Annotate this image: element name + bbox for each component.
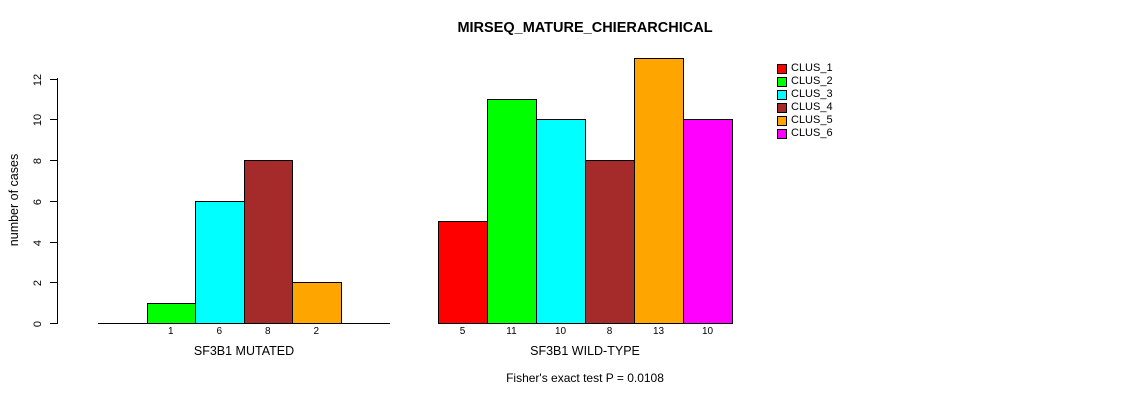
x-axis-title-mutated: SF3B1 MUTATED xyxy=(193,344,295,358)
y-tick-mark xyxy=(50,282,57,283)
legend-item-label: CLUS_1 xyxy=(791,62,833,74)
bar-clus_3 xyxy=(195,200,245,324)
legend-item: CLUS_6 xyxy=(777,127,833,140)
legend-item: CLUS_4 xyxy=(777,101,833,114)
legend-item-label: CLUS_6 xyxy=(791,127,833,139)
bar-clus_4 xyxy=(243,160,293,324)
legend-color-swatch-clus_5 xyxy=(777,115,787,126)
footnote-fisher-test: Fisher's exact test P = 0.0108 xyxy=(506,371,664,385)
legend-item: CLUS_3 xyxy=(777,88,833,101)
y-tick-label: 10 xyxy=(32,113,44,126)
bar-value-label: 10 xyxy=(554,326,567,337)
bar-clus_4 xyxy=(585,160,635,324)
x-axis-title-wildtype: SF3B1 WILD-TYPE xyxy=(530,344,640,358)
legend-color-swatch-clus_4 xyxy=(777,102,787,113)
bar-clus_1 xyxy=(438,221,488,324)
bar-clus_5 xyxy=(292,282,342,324)
y-axis-line xyxy=(57,78,58,324)
bar-clus_2 xyxy=(487,98,537,324)
y-tick-label: 2 xyxy=(32,279,44,286)
legend-item-label: CLUS_3 xyxy=(791,88,833,100)
bar-value-label: 5 xyxy=(459,326,466,337)
y-tick-label: 4 xyxy=(32,239,44,246)
y-tick-label: 12 xyxy=(32,73,44,86)
legend-color-swatch-clus_2 xyxy=(777,76,787,87)
legend-item: CLUS_1 xyxy=(777,62,833,75)
bar-clus_5 xyxy=(634,58,684,324)
bar-value-label: 10 xyxy=(701,326,714,337)
bar-clus_3 xyxy=(536,119,586,324)
y-tick-mark xyxy=(50,79,57,80)
y-tick-mark xyxy=(50,323,57,324)
legend-item: CLUS_2 xyxy=(777,75,833,88)
legend-color-swatch-clus_3 xyxy=(777,89,787,100)
bar-value-label: 2 xyxy=(313,326,320,337)
legend-color-swatch-clus_6 xyxy=(777,128,787,139)
y-tick-mark xyxy=(50,201,57,202)
chart-title: MIRSEQ_MATURE_CHIERARCHICAL xyxy=(457,20,713,36)
y-tick-mark xyxy=(50,119,57,120)
bar-value-label: 8 xyxy=(264,326,271,337)
bar-value-label: 8 xyxy=(606,326,613,337)
bar-value-label: 11 xyxy=(506,326,517,337)
y-tick-label: 6 xyxy=(32,198,44,205)
legend-color-swatch-clus_1 xyxy=(777,63,787,74)
bar-value-label: 1 xyxy=(167,326,174,337)
legend: CLUS_1 CLUS_2 CLUS_3 CLUS_4 CLUS_5 CLUS_6 xyxy=(777,62,833,140)
y-tick-mark xyxy=(50,160,57,161)
bar-value-label: 6 xyxy=(216,326,223,337)
y-axis-title: number of cases xyxy=(7,153,21,247)
bar-clus_2 xyxy=(146,302,196,324)
y-tick-label: 0 xyxy=(32,320,44,327)
bar-value-label: 13 xyxy=(652,326,665,337)
legend-item-label: CLUS_4 xyxy=(791,101,833,113)
legend-item: CLUS_5 xyxy=(777,114,833,127)
y-tick-mark xyxy=(50,242,57,243)
legend-item-label: CLUS_5 xyxy=(791,114,833,126)
legend-item-label: CLUS_2 xyxy=(791,75,833,87)
y-tick-label: 8 xyxy=(32,157,44,164)
bar-clus_6 xyxy=(683,119,733,324)
